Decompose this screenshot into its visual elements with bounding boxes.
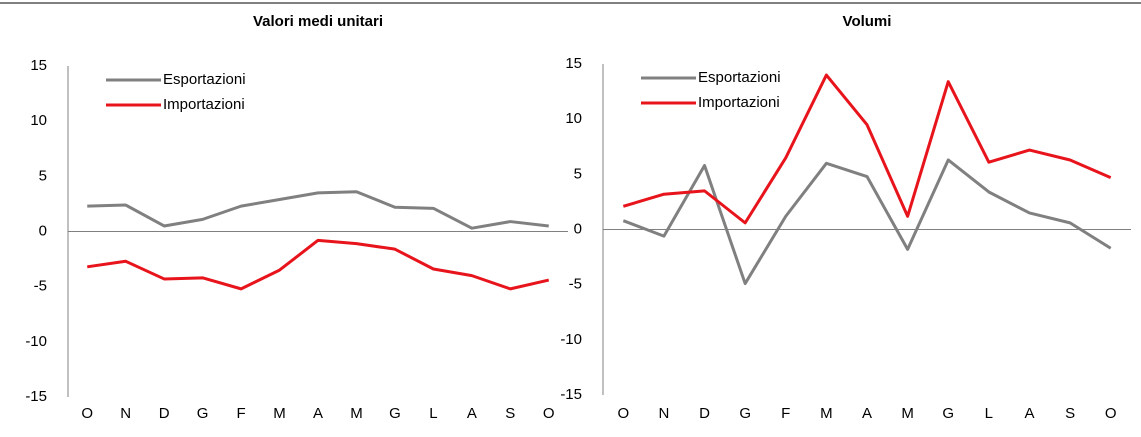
x-tick-label: M <box>273 405 286 422</box>
y-tick-label: 15 <box>565 55 582 72</box>
x-tick-label: G <box>739 405 751 422</box>
y-tick-label: -10 <box>560 331 582 348</box>
y-tick-label: 0 <box>39 222 47 239</box>
x-tick-label: A <box>313 405 323 422</box>
series-line <box>87 238 550 291</box>
y-tick-label: -15 <box>25 388 47 405</box>
x-tick-label: A <box>862 405 872 422</box>
y-tick-label: 5 <box>39 167 47 184</box>
x-tick-label: F <box>781 405 790 422</box>
x-tick-label: O <box>617 405 629 422</box>
x-tick-label: M <box>350 405 363 422</box>
x-tick-label: M <box>820 405 833 422</box>
y-tick-label: 5 <box>574 165 582 182</box>
x-tick-label: N <box>659 405 670 422</box>
x-tick-label: A <box>467 405 477 422</box>
x-tick-label: D <box>159 405 170 422</box>
chart-title: Volumi <box>843 13 892 30</box>
y-tick-label: 0 <box>574 220 582 237</box>
x-tick-label: G <box>197 405 209 422</box>
legend-label: Importazioni <box>163 96 245 113</box>
legend-label: Esportazioni <box>698 69 781 86</box>
x-tick-label: A <box>1024 405 1034 422</box>
series-line <box>622 73 1112 225</box>
x-tick-label: G <box>389 405 401 422</box>
x-tick-label: S <box>505 405 515 422</box>
y-tick-label: -5 <box>569 276 582 293</box>
x-tick-label: L <box>429 405 437 422</box>
y-tick-label: -10 <box>25 333 47 350</box>
x-tick-label: D <box>699 405 710 422</box>
x-tick-label: N <box>120 405 131 422</box>
x-tick-label: S <box>1065 405 1075 422</box>
legend-label: Importazioni <box>698 94 780 111</box>
x-tick-label: M <box>901 405 914 422</box>
y-tick-label: -15 <box>560 386 582 403</box>
series-line <box>622 158 1112 286</box>
y-tick-label: 10 <box>565 110 582 127</box>
y-tick-label: 15 <box>30 57 47 74</box>
x-tick-label: G <box>942 405 954 422</box>
y-tick-label: 10 <box>30 112 47 129</box>
x-tick-label: O <box>81 405 93 422</box>
legend-label: Esportazioni <box>163 71 246 88</box>
x-tick-label: O <box>543 405 555 422</box>
series-line <box>87 190 549 230</box>
chart-title: Valori medi unitari <box>253 13 383 30</box>
y-tick-label: -5 <box>34 278 47 295</box>
x-tick-label: O <box>1105 405 1117 422</box>
x-tick-label: F <box>236 405 245 422</box>
x-tick-label: L <box>985 405 993 422</box>
